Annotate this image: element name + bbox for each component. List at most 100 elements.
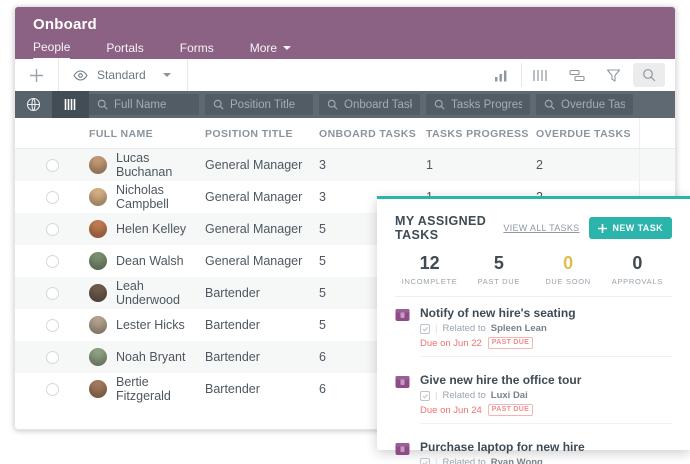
stat-past-due: 5 PAST DUE <box>477 253 521 286</box>
row-select-radio[interactable] <box>45 286 59 300</box>
column-header-position-title[interactable]: POSITION TITLE <box>205 127 293 140</box>
filter-icon <box>606 68 620 82</box>
column-header-full-name[interactable]: FULL NAME <box>89 127 154 140</box>
full-name: Helen Kelley <box>116 222 187 236</box>
position-title: General Manager <box>205 222 303 236</box>
table-row[interactable]: Dean Walsh General Manager 5 <box>15 245 675 277</box>
position-title: Bartender <box>205 286 260 300</box>
column-density-button[interactable] <box>52 91 89 118</box>
eye-icon <box>73 69 88 81</box>
columns-view-button[interactable] <box>521 63 557 87</box>
task-title: Give new hire the office tour <box>420 373 582 387</box>
globe-view-button[interactable] <box>15 91 52 118</box>
avatar <box>89 348 107 366</box>
view-all-tasks-link[interactable]: VIEW ALL TASKS <box>503 223 580 233</box>
task-type-icon <box>395 376 410 388</box>
chart-view-button[interactable] <box>485 63 517 87</box>
search-icon <box>434 99 445 110</box>
tab-people[interactable]: People <box>33 40 71 59</box>
filter-full-name-input[interactable] <box>114 98 191 111</box>
filter-overdue-tasks-input[interactable] <box>561 98 625 111</box>
tab-portals[interactable]: Portals <box>106 40 144 55</box>
full-name: Lester Hicks <box>116 318 185 332</box>
onboard-tasks: 6 <box>319 382 326 396</box>
column-header-tasks-progress[interactable]: TASKS PROGRESS <box>426 127 529 140</box>
task-list: Notify of new hire's seating | Related t… <box>395 297 672 464</box>
stat-incomplete: 12 INCOMPLETE <box>401 253 458 286</box>
filter-position-title-input[interactable] <box>230 98 305 111</box>
due-date: Due on Jun 24 <box>420 404 482 416</box>
tasks-progress: 1 <box>426 158 433 172</box>
onboard-tasks: 5 <box>319 286 326 300</box>
filter-tasks-progress[interactable] <box>426 94 530 115</box>
task-item[interactable]: Purchase laptop for new hire | Related t… <box>395 431 672 464</box>
view-selector[interactable]: Standard <box>59 59 188 91</box>
cards-view-button[interactable] <box>561 63 593 87</box>
avatar <box>89 380 107 398</box>
search-icon <box>544 99 555 110</box>
tab-more[interactable]: More <box>250 40 292 59</box>
onboard-tasks: 3 <box>319 158 326 172</box>
related-person: Spleen Lean <box>490 323 547 334</box>
filter-position-title[interactable] <box>205 94 313 115</box>
filter-full-name[interactable] <box>89 94 199 115</box>
overdue-tasks: 2 <box>536 158 543 172</box>
view-selector-label: Standard <box>97 68 146 82</box>
filter-button[interactable] <box>597 63 629 87</box>
avatar <box>89 220 107 238</box>
onboard-tasks: 5 <box>319 318 326 332</box>
filter-bar <box>15 91 675 118</box>
due-date: Due on Jun 22 <box>420 337 482 349</box>
avatar <box>89 316 107 334</box>
avatar <box>89 188 107 206</box>
toolbar-actions <box>485 59 675 91</box>
search-button[interactable] <box>633 63 665 87</box>
filter-tasks-progress-input[interactable] <box>451 98 522 111</box>
task-item[interactable]: Notify of new hire's seating | Related t… <box>395 297 672 364</box>
related-to-label: Related to <box>442 457 486 464</box>
checkbox-icon[interactable] <box>420 323 430 334</box>
column-header-onboard-tasks[interactable]: ONBOARD TASKS <box>319 127 417 140</box>
bar-chart-icon <box>495 70 507 81</box>
past-due-badge: PAST DUE <box>487 337 534 349</box>
assigned-tasks-panel: MY ASSIGNED TASKS VIEW ALL TASKS NEW TAS… <box>377 196 690 464</box>
checkbox-icon[interactable] <box>420 390 430 401</box>
row-select-radio[interactable] <box>45 382 59 396</box>
plus-icon <box>598 223 608 233</box>
position-title: Bartender <box>205 318 260 332</box>
filter-onboard-tasks-input[interactable] <box>344 98 412 111</box>
panel-title: MY ASSIGNED TASKS <box>395 214 487 242</box>
related-person: Ryan Wong <box>490 457 543 464</box>
related-to-label: Related to <box>442 390 486 401</box>
row-select-radio[interactable] <box>45 222 59 236</box>
new-task-button[interactable]: NEW TASK <box>589 217 672 239</box>
row-select-radio[interactable] <box>45 318 59 332</box>
search-icon <box>213 99 224 110</box>
task-title: Notify of new hire's seating <box>420 306 576 320</box>
row-select-radio[interactable] <box>45 190 59 204</box>
add-record-button[interactable] <box>15 59 59 91</box>
avatar <box>89 284 107 302</box>
avatar <box>89 156 107 174</box>
task-type-icon <box>395 309 410 321</box>
full-name: Dean Walsh <box>116 254 184 268</box>
column-header-overdue-tasks[interactable]: OVERDUE TASKS <box>536 127 631 140</box>
table-row[interactable]: Lucas Buchanan General Manager 3 1 2 <box>15 149 675 181</box>
full-name: Bertie Fitzgerald <box>116 375 171 403</box>
position-title: General Manager <box>205 254 303 268</box>
row-select-radio[interactable] <box>45 350 59 364</box>
search-icon <box>327 99 338 110</box>
columns-icon <box>533 69 547 81</box>
checkbox-icon[interactable] <box>420 457 430 464</box>
row-select-radio[interactable] <box>45 158 59 172</box>
table-row[interactable]: Lester Hicks Bartender 5 <box>15 309 675 341</box>
stat-approvals: 0 APPROVALS <box>611 253 663 286</box>
plus-icon <box>30 68 43 82</box>
chevron-down-icon <box>283 45 292 50</box>
filter-onboard-tasks[interactable] <box>319 94 420 115</box>
filter-overdue-tasks[interactable] <box>536 94 633 115</box>
tab-forms[interactable]: Forms <box>179 40 214 55</box>
row-select-radio[interactable] <box>45 254 59 268</box>
task-item[interactable]: Give new hire the office tour | Related … <box>395 364 672 431</box>
